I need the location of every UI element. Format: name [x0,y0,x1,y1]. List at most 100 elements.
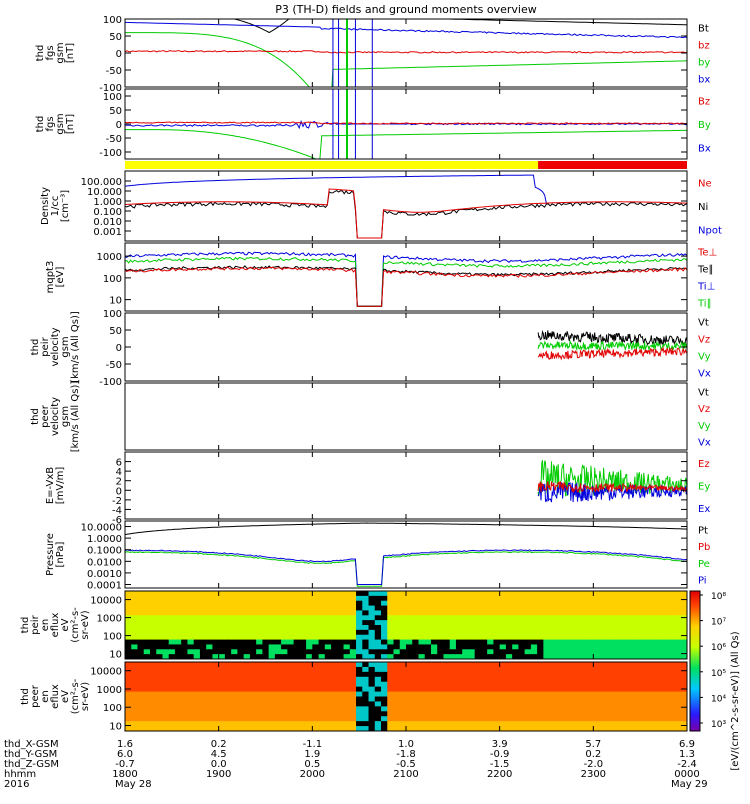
spectrogram-cell [674,639,682,645]
spectrogram-cell [312,666,320,673]
spectrogram-cell [449,716,457,722]
spectrogram-cell [162,711,170,717]
spectrogram-cell [593,666,601,673]
spectrogram-cell [149,686,157,693]
spectrogram-cell [337,711,345,717]
time-axis-value: 2000 [300,769,325,780]
spectrogram-cell [574,666,582,673]
spectrogram-cell [162,671,170,678]
spectrogram-cell [362,691,370,697]
spectrogram-cell [156,620,163,626]
spectrogram-cell [562,676,569,683]
spectrogram-cell [649,625,657,631]
spectrogram-cell [174,600,182,607]
spectrogram-cell [199,662,207,668]
spectrogram-cell [530,649,538,655]
spectrogram-cell [137,711,145,717]
spectrogram-cell [406,711,413,717]
spectrogram-cell [487,654,494,659]
spectrogram-cell [668,649,676,655]
spectrogram-cell [493,600,501,607]
spectrogram-cell [399,629,407,636]
spectrogram-cell [455,696,463,702]
spectrogram-cell [287,600,295,607]
spectrogram-cell [368,706,376,712]
legend-entry: Vy [698,352,711,363]
spectrogram-cell [374,639,382,645]
spectrogram-cell [555,676,563,683]
spectrogram-cell [224,662,232,668]
y-axis-label: thd [30,339,41,356]
spectrogram-cell [587,726,594,731]
spectrogram-cell [256,595,263,602]
spectrogram-cell [568,654,576,659]
spectrogram-cell [287,639,295,645]
spectrogram-cell [524,726,532,731]
spectrogram-cell [437,711,444,717]
spectrogram-cell [381,711,388,717]
spectrogram-cell [406,639,413,645]
spectrogram-cell [480,620,488,626]
spectrogram-cell [524,595,532,602]
time-axis-value: 1.6 [117,739,133,750]
spectrogram-cell [218,649,226,655]
y-tick-label: 100 [103,632,122,643]
panel-frame [124,170,688,242]
spectrogram-cell [618,662,626,668]
spectrogram-cell [281,666,288,673]
y-axis-label: fgs [45,116,56,131]
spectrogram-cell [549,625,557,631]
spectrogram-cell [624,634,632,641]
spectrogram-cell [181,696,188,702]
spectrogram-cell [193,676,201,683]
spectrogram-cell [449,595,457,602]
spectrogram-cell [293,620,301,626]
spectrogram-cell [449,649,457,655]
spectrogram-cell [299,629,307,636]
spectrogram-cell [131,711,138,717]
y-tick-label: -2 [112,496,122,507]
spectrogram-cell [149,595,157,602]
spectrogram-cell [156,605,163,611]
spectrogram-cell [655,716,663,722]
spectrogram-cell [493,666,501,673]
spectrogram-cell [199,681,207,688]
spectrogram-cell [143,605,151,611]
spectrogram-cell [437,666,444,673]
spectrogram-cell [156,671,163,678]
spectrogram-cell [237,716,245,722]
spectrogram-cell [549,644,557,650]
spectrogram-cell [568,681,576,688]
spectrogram-cell [318,634,326,641]
spectrogram-cell [605,701,613,707]
spectrogram-cell [530,629,538,636]
spectrogram-cell [480,629,488,636]
spectrogram-cell [449,721,457,727]
spectrogram-cell [337,634,345,641]
spectrogram-cell [131,706,138,712]
spectrogram-cell [231,681,238,688]
spectrogram-cell [137,686,145,693]
spectrogram-cell [449,610,457,616]
spectrogram-cell [399,701,407,707]
spectrogram-cell [474,716,482,722]
spectrogram-cell [637,620,644,626]
spectrogram-cell [406,600,413,607]
spectrogram-cell [437,649,444,655]
spectrogram-cell [212,711,220,717]
spectrogram-cell [530,595,538,602]
spectrogram-cell [593,591,601,597]
spectrogram-cell [668,716,676,722]
spectrogram-cell [293,591,301,597]
spectrogram-cell [393,591,401,597]
spectrogram-cell [231,615,238,621]
spectrogram-cell [331,591,338,597]
spectrogram-cell [437,600,444,607]
y-tick-label: 0.0010 [87,569,122,580]
spectrogram-cell [580,721,588,727]
spectrogram-cell [468,595,476,602]
spectrogram-cell [512,716,519,722]
spectrogram-cell [299,666,307,673]
